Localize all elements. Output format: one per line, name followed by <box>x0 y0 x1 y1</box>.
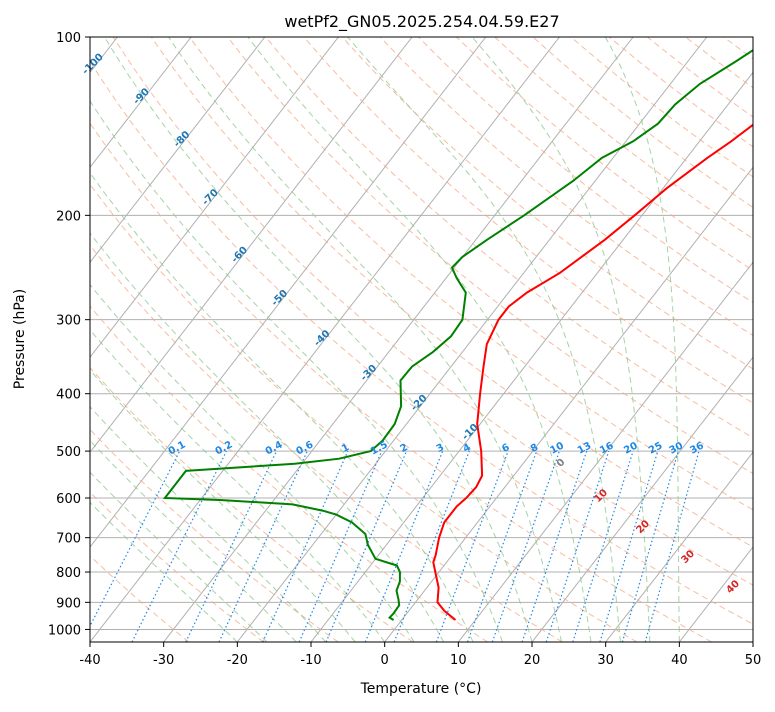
x-tick-label: -30 <box>153 653 174 668</box>
x-tick-label: 10 <box>450 653 467 668</box>
x-tick-label: 20 <box>524 653 541 668</box>
x-tick-label: 50 <box>745 653 762 668</box>
x-tick-label: -20 <box>227 653 248 668</box>
x-tick-label: 0 <box>381 653 389 668</box>
chart-title: wetPf2_GN05.2025.254.04.59.E27 <box>284 12 559 32</box>
x-axis-label: Temperature (°C) <box>360 681 482 697</box>
y-axis-label: Pressure (hPa) <box>12 289 28 389</box>
y-tick-label: 900 <box>56 596 81 611</box>
y-tick-label: 800 <box>56 566 81 581</box>
y-tick-label: 400 <box>56 388 81 403</box>
y-tick-label: 700 <box>56 532 81 547</box>
y-tick-label: 200 <box>56 209 81 224</box>
y-tick-label: 300 <box>56 314 81 329</box>
y-tick-label: 100 <box>56 31 81 46</box>
x-tick-label: -40 <box>79 653 100 668</box>
x-tick-label: -10 <box>300 653 321 668</box>
x-tick-label: 30 <box>597 653 614 668</box>
x-tick-label: 40 <box>671 653 688 668</box>
y-tick-label: 600 <box>56 492 81 507</box>
y-tick-label: 500 <box>56 445 81 460</box>
y-tick-label: 1000 <box>48 623 81 638</box>
